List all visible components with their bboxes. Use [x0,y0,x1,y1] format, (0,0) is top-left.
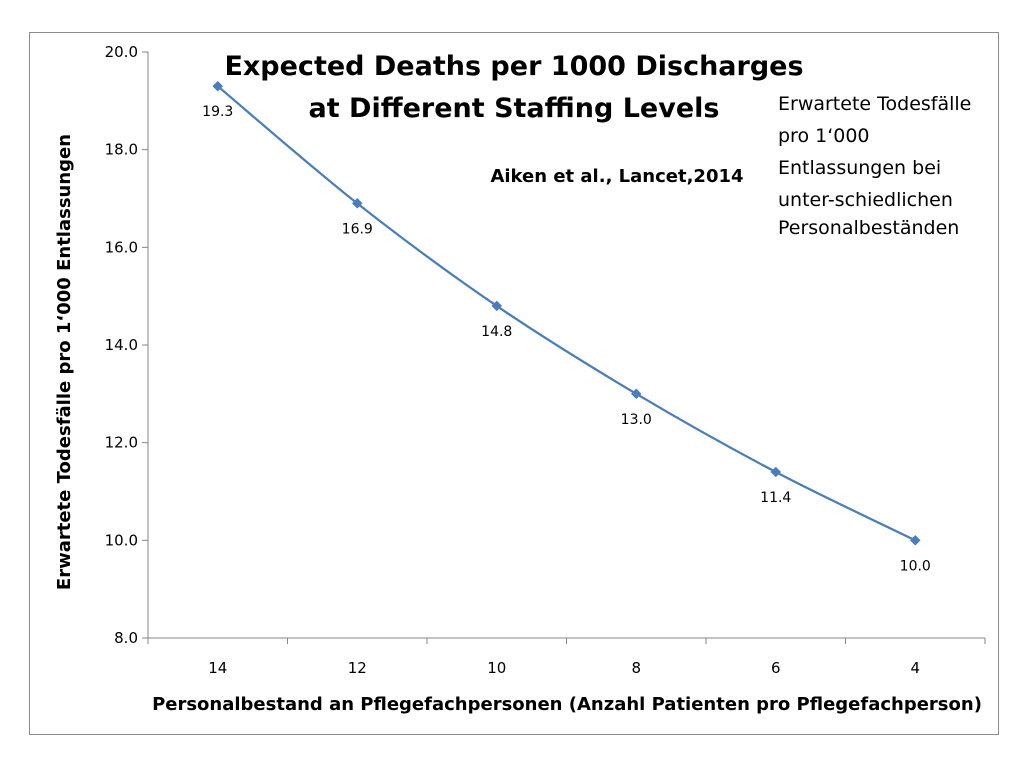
side-note: Erwartete Todesfälle pro 1‘000 Entlassun… [778,93,971,239]
x-axis-title: Personalbestand an Pflegefachpersonen (A… [152,694,982,715]
data-point-marker [770,466,782,478]
data-label: 14.8 [481,324,512,340]
x-tick-label: 8 [631,659,641,677]
y-tick-label: 8.0 [114,629,138,647]
side-note-line: Erwartete Todesfälle [778,93,971,115]
y-tick-label: 18.0 [105,141,138,159]
data-point-marker [630,388,642,400]
chart-title: Expected Deaths per 1000 Discharges [224,51,803,82]
side-note-line: Entlassungen bei [778,157,941,179]
y-tick-labels: 8.0 10.0 12.0 14.0 16.0 18.0 20.0 [105,43,138,647]
y-axis-title: Erwartete Todesfälle pro 1‘000 Entlassun… [54,134,75,590]
data-point-marker [909,534,921,546]
y-tick-label: 16.0 [105,238,138,256]
y-tick-label: 14.0 [105,336,138,354]
data-label: 10.0 [900,558,931,574]
x-tick-label: 10 [487,659,506,677]
data-point-marker [351,198,363,209]
data-labels: 19.3 16.9 14.8 13.0 11.4 10.0 [202,104,931,574]
series-line [217,85,916,542]
y-tick-label: 20.0 [105,43,138,61]
y-tick-label: 12.0 [105,434,138,452]
side-note-line: unter-schiedlichen [778,189,953,211]
x-tick-label: 4 [910,659,920,677]
data-label: 19.3 [202,104,233,120]
data-point-marker [212,80,224,92]
side-note-line: Personalbeständen [778,217,959,239]
source-note: Aiken et al., Lancet,2014 [490,166,743,187]
x-tick-label: 12 [348,659,367,677]
x-tick-label: 14 [208,659,227,677]
side-note-line: pro 1‘000 [778,125,870,147]
data-label: 11.4 [760,490,791,506]
x-tick-label: 6 [771,659,781,677]
data-point-marker [491,300,503,312]
chart-frame [29,32,999,735]
series-group [212,80,921,546]
data-label: 16.9 [342,221,373,237]
x-tick-labels: 14 12 10 8 6 4 [208,659,920,677]
data-label: 13.0 [621,412,652,428]
chart-subtitle: at Different Staffing Levels [309,93,720,124]
y-tick-label: 10.0 [105,531,138,549]
axes [142,51,986,644]
